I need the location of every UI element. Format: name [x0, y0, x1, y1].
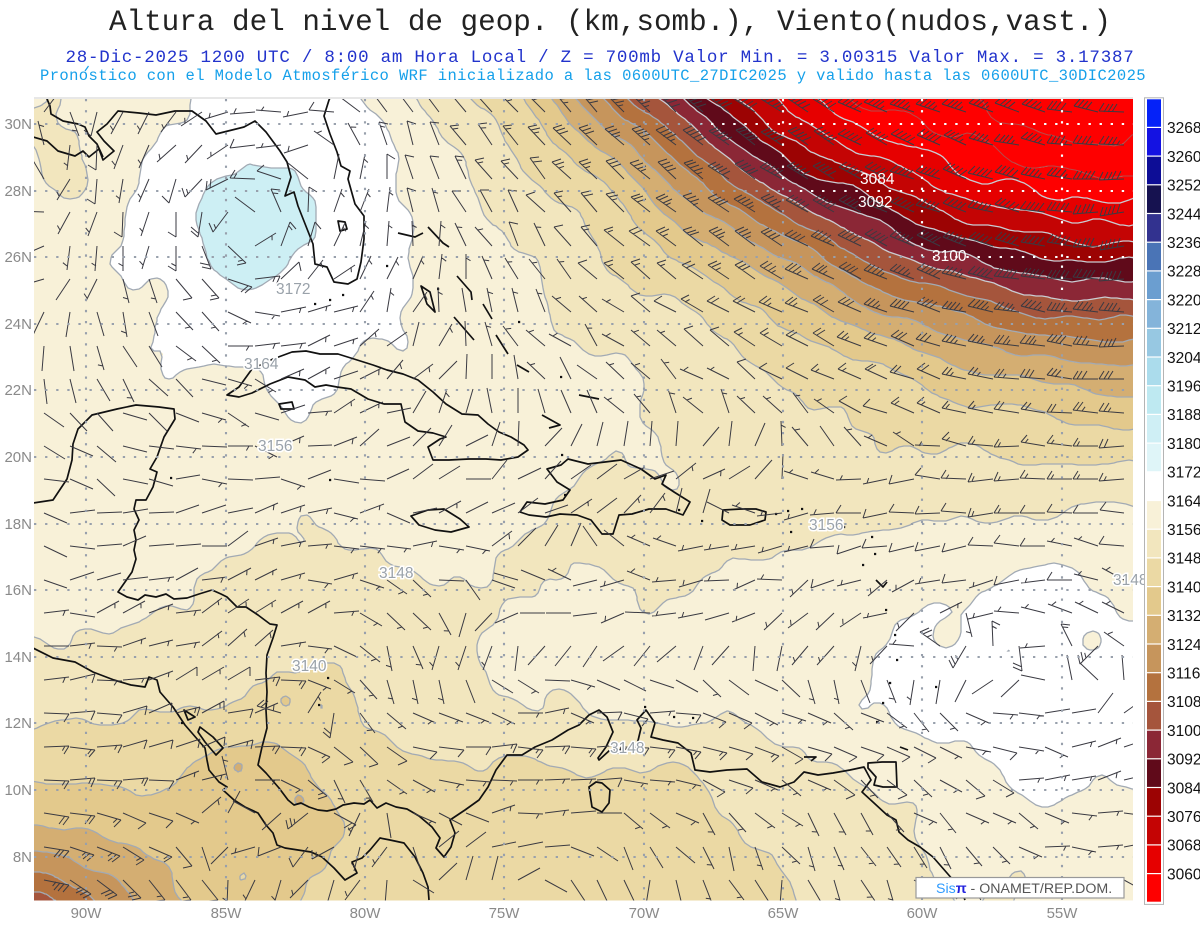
svg-text:Sisπ - ONAMET/REP.DOM.: Sisπ - ONAMET/REP.DOM.	[936, 881, 1112, 897]
svg-text:3148: 3148	[610, 740, 644, 757]
svg-text:3228: 3228	[1167, 264, 1200, 281]
svg-text:75W: 75W	[489, 905, 521, 922]
svg-text:3060: 3060	[1167, 866, 1200, 883]
svg-text:80W: 80W	[350, 905, 382, 922]
svg-text:3140: 3140	[1167, 579, 1200, 596]
svg-text:3196: 3196	[1167, 379, 1200, 396]
svg-text:3172: 3172	[276, 281, 310, 298]
svg-text:18N: 18N	[4, 516, 32, 533]
svg-text:16N: 16N	[4, 582, 32, 599]
svg-text:14N: 14N	[4, 649, 32, 666]
svg-text:3084: 3084	[860, 171, 895, 188]
svg-text:3068: 3068	[1167, 838, 1200, 855]
svg-text:3100: 3100	[1167, 723, 1200, 740]
svg-text:3260: 3260	[1167, 149, 1200, 166]
svg-text:3212: 3212	[1167, 321, 1200, 338]
svg-text:3180: 3180	[1167, 436, 1200, 453]
svg-text:3156: 3156	[1167, 522, 1200, 539]
svg-text:Pronostico con el Modelo Atmos: Pronostico con el Modelo Atmosferico WRF…	[40, 67, 1146, 85]
svg-text:60W: 60W	[907, 905, 939, 922]
svg-text:3164: 3164	[1167, 493, 1200, 510]
svg-text:3084: 3084	[1167, 780, 1200, 797]
svg-text:3148: 3148	[1167, 551, 1200, 568]
svg-text:55W: 55W	[1047, 905, 1079, 922]
svg-text:85W: 85W	[211, 905, 243, 922]
svg-text:3092: 3092	[858, 194, 892, 211]
svg-text:20N: 20N	[4, 449, 32, 466]
svg-text:26N: 26N	[4, 249, 32, 266]
svg-text:3076: 3076	[1167, 809, 1200, 826]
svg-text:28-Dic-2025 1200 UTC / 8:00 a: 28-Dic-2025 1200 UTC / 8:00 am Hora Loca…	[66, 48, 1135, 68]
svg-text:65W: 65W	[768, 905, 800, 922]
svg-text:8N: 8N	[13, 849, 32, 866]
svg-text:22N: 22N	[4, 382, 32, 399]
svg-text:3140: 3140	[292, 658, 327, 675]
svg-text:3268: 3268	[1167, 120, 1200, 137]
svg-text:3252: 3252	[1167, 178, 1200, 195]
svg-text:3148: 3148	[379, 565, 413, 582]
svg-text:10N: 10N	[4, 782, 32, 799]
svg-text:3092: 3092	[1167, 752, 1200, 769]
svg-text:3124: 3124	[1167, 637, 1200, 654]
svg-text:3220: 3220	[1167, 292, 1200, 309]
svg-text:3156: 3156	[258, 438, 292, 455]
svg-text:3132: 3132	[1167, 608, 1200, 625]
svg-text:3204: 3204	[1167, 350, 1200, 367]
svg-text:3108: 3108	[1167, 694, 1200, 711]
svg-text:3236: 3236	[1167, 235, 1200, 252]
svg-text:3148: 3148	[1113, 572, 1147, 589]
svg-text:3116: 3116	[1167, 666, 1200, 683]
svg-text:28N: 28N	[4, 183, 32, 200]
svg-text:3244: 3244	[1167, 206, 1200, 223]
svg-text:24N: 24N	[4, 316, 32, 333]
svg-text:Altura del nivel de geop. (km,: Altura del nivel de geop. (km,somb.), Vi…	[109, 6, 1111, 39]
svg-text:12N: 12N	[4, 715, 32, 732]
svg-text:90W: 90W	[71, 905, 103, 922]
svg-text:3172: 3172	[1167, 465, 1200, 482]
svg-text:3100: 3100	[932, 248, 967, 265]
svg-text:3164: 3164	[244, 356, 279, 373]
svg-text:3188: 3188	[1167, 407, 1200, 424]
svg-text:70W: 70W	[629, 905, 661, 922]
svg-text:30N: 30N	[4, 116, 32, 133]
svg-text:3156: 3156	[809, 517, 843, 534]
